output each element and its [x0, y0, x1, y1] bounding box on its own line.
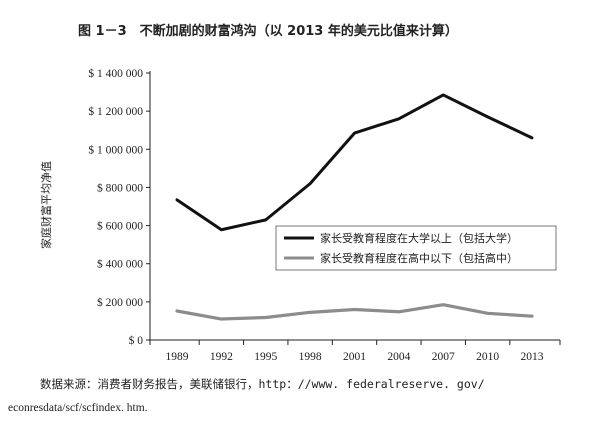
source-note-line1: 数据来源：消费者财务报告，美联储银行，http：//www. federalre… [40, 377, 485, 391]
y-tick-label: $ 400 000 [97, 258, 143, 271]
y-tick-label: $ 800 000 [97, 181, 143, 194]
x-tick-label: 1995 [254, 351, 277, 363]
chart-title: 图 1－3 不断加剧的财富鸿沟（以 2013 年的美元比值来计算） [78, 24, 458, 39]
x-tick-label: 2004 [387, 351, 410, 363]
x-tick-label: 2007 [432, 351, 455, 363]
x-tick-label: 1992 [210, 351, 233, 363]
legend-label: 家长受教育程度在大学以上（包括大学） [320, 231, 518, 245]
source-note-line2: econresdata/scf/scfindex. htm. [8, 402, 148, 414]
y-tick-label: $ 200 000 [97, 296, 143, 309]
y-tick-label: $ 1 000 000 [88, 143, 143, 156]
y-axis-label: 家庭财富平均净值 [39, 161, 53, 249]
x-tick-label: 2013 [521, 351, 544, 363]
x-tick-label: 1989 [166, 351, 189, 363]
y-tick-label: $ 0 [129, 334, 144, 347]
x-tick-label: 1998 [299, 351, 322, 363]
x-tick-label: 2001 [343, 351, 366, 363]
series-line-1 [175, 93, 534, 232]
legend-label: 家长受教育程度在高中以下（包括高中） [320, 251, 518, 265]
x-tick-label: 2010 [476, 351, 499, 363]
y-tick-label: $ 1 200 000 [88, 105, 143, 118]
series-line-2 [175, 303, 534, 321]
legend-box [275, 225, 557, 271]
y-tick-label: $ 600 000 [97, 220, 143, 233]
y-tick-label: $ 1 400 000 [88, 67, 143, 80]
